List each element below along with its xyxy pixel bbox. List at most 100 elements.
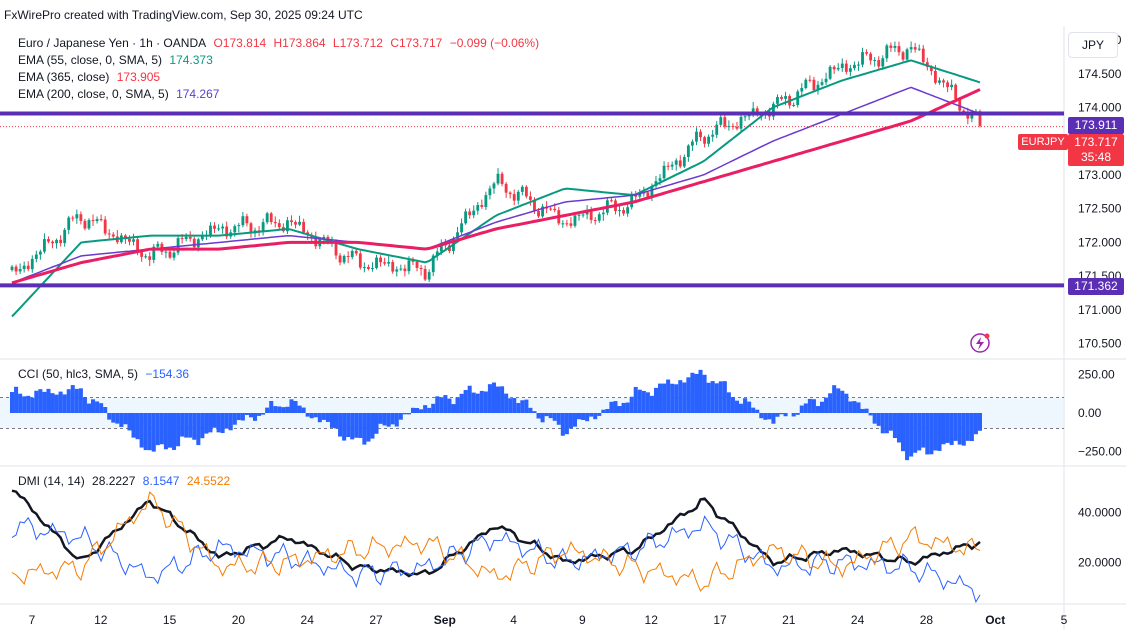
candle-body — [925, 62, 929, 67]
candle-body — [537, 211, 540, 217]
candle-body — [593, 220, 597, 222]
candle-body — [269, 213, 273, 222]
candle-body — [565, 223, 569, 225]
cci-bar — [609, 401, 614, 413]
candle-body — [597, 214, 601, 221]
cci-bar — [552, 413, 557, 421]
cci-bar — [204, 413, 209, 434]
candle-body — [391, 262, 395, 272]
cci-bar — [880, 413, 885, 434]
candle-body — [415, 261, 419, 268]
cci-bar — [532, 411, 537, 413]
cci-bar — [172, 413, 177, 450]
cci-bar — [293, 400, 298, 413]
candle-body — [686, 145, 690, 158]
price-tick-label: 170.500 — [1078, 337, 1122, 351]
close-value: C173.717 — [390, 36, 443, 50]
cci-bar — [645, 392, 650, 413]
adx-value: 28.2227 — [92, 474, 136, 488]
plus-di-line — [11, 515, 981, 604]
candle-body — [79, 214, 83, 221]
cci-bar — [253, 413, 258, 421]
candle-body — [140, 252, 144, 257]
time-tick-label: 12 — [94, 613, 108, 627]
candle-body — [836, 67, 840, 70]
candle-body — [403, 268, 407, 272]
cci-bar — [593, 413, 598, 420]
candle-body — [362, 267, 366, 269]
candle-body — [30, 258, 34, 270]
candle-body — [630, 193, 634, 208]
cci-legend[interactable]: CCI (50, hlc3, SMA, 5) −154.36 — [18, 367, 193, 381]
cci-bar — [585, 413, 590, 422]
cci-bar — [86, 403, 91, 413]
dmi-legend[interactable]: DMI (14, 14) 28.2227 8.1547 24.5522 — [18, 474, 234, 488]
cci-bar — [791, 413, 796, 417]
candle-body — [840, 63, 844, 68]
cci-bar — [244, 413, 249, 415]
candle-body — [893, 45, 897, 48]
candle-body — [379, 257, 382, 263]
cci-bar — [710, 381, 715, 413]
cci-bar — [62, 394, 67, 413]
cci-bar — [528, 407, 533, 413]
flash-icon-glyph — [976, 337, 984, 350]
candle-body — [691, 141, 694, 146]
cci-bar — [852, 401, 857, 413]
ema365-legend[interactable]: EMA (365, close) 173.905 — [18, 70, 164, 84]
candle-body — [723, 117, 727, 127]
cci-bar — [516, 403, 521, 413]
open-value: O173.814 — [213, 36, 267, 50]
candle-body — [573, 215, 577, 226]
time-tick-label: 24 — [851, 613, 865, 627]
cci-bar — [459, 393, 464, 413]
cci-bar — [536, 413, 541, 419]
candle-body — [387, 262, 391, 264]
candle-body — [901, 52, 905, 60]
cci-bar — [795, 413, 800, 415]
cci-bar — [653, 387, 658, 413]
ema55-legend[interactable]: EMA (55, close, 0, SMA, 5) 174.373 — [18, 53, 217, 67]
cci-bar — [658, 383, 663, 413]
cci-bar — [46, 388, 51, 413]
candle-body — [128, 238, 131, 242]
candle-body — [674, 160, 678, 165]
candle-body — [367, 267, 370, 269]
cci-bar — [763, 413, 768, 420]
cci-bar — [860, 408, 865, 413]
candle-body — [739, 116, 743, 129]
cci-tick-label: 0.00 — [1078, 406, 1102, 420]
candle-body — [225, 226, 229, 237]
price-tick-label: 174.500 — [1078, 67, 1122, 81]
candle-body — [375, 257, 378, 268]
ema365-label: EMA (365, close) — [18, 70, 110, 84]
cci-bar — [30, 397, 35, 413]
ema200-legend[interactable]: EMA (200, close, 0, SMA, 5) 174.267 — [18, 87, 223, 101]
cci-bar — [483, 391, 488, 413]
candle-body — [703, 137, 706, 144]
cci-tick-label: −250.00 — [1078, 445, 1122, 459]
cci-bar — [196, 413, 201, 446]
candle-body — [399, 268, 403, 270]
candle-body — [371, 267, 374, 269]
cci-bar — [188, 413, 193, 438]
cci-bar — [686, 377, 691, 413]
symbol-label[interactable]: Euro / Japanese Yen · 1h · OANDA — [18, 36, 207, 50]
candle-body — [298, 221, 301, 225]
currency-button[interactable]: JPY — [1068, 32, 1118, 58]
cci-bar — [451, 404, 456, 413]
cci-bar — [135, 413, 140, 440]
cci-bar — [722, 381, 727, 413]
candle-body — [857, 64, 860, 66]
cci-bar — [524, 399, 529, 413]
cci-bar — [22, 396, 27, 413]
cci-bar — [38, 389, 43, 413]
cci-tick-label: 250.00 — [1078, 367, 1115, 381]
cci-bar — [467, 385, 472, 413]
cci-bar — [670, 383, 675, 413]
cci-bar — [629, 396, 634, 413]
candle-body — [168, 251, 172, 258]
cci-bar — [953, 413, 958, 441]
price-tick-label: 171.000 — [1078, 303, 1122, 317]
